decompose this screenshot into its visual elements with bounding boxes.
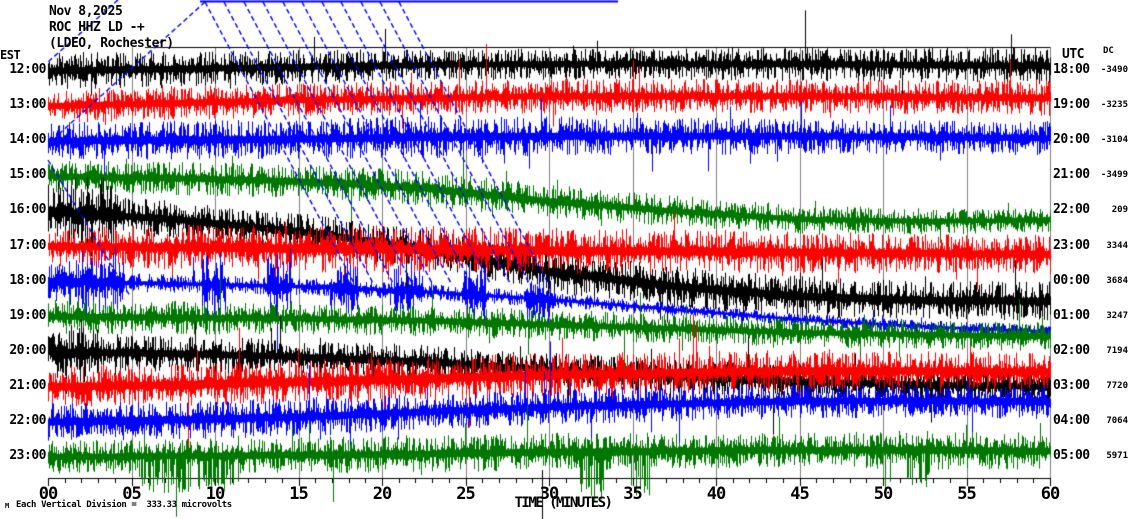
x-axis-title: TIME (MINUTES)	[514, 495, 613, 511]
utc-time-label: 05:00	[1053, 448, 1090, 464]
corner-mark: M	[5, 502, 10, 510]
dc-value-label: 5971	[1106, 451, 1128, 462]
utc-time-label: 00:00	[1053, 272, 1090, 288]
date-label: Nov 8,2025	[49, 4, 123, 19]
est-time-label: 17:00	[9, 237, 46, 253]
minute-tick-label: 10	[205, 484, 225, 504]
est-time-label: 14:00	[9, 132, 46, 148]
est-time-label: 12:00	[9, 62, 46, 77]
est-time-label: 18:00	[9, 272, 46, 288]
minute-tick-label: 35	[623, 484, 642, 504]
minute-tick-label: 45	[790, 484, 809, 504]
est-time-label: 23:00	[9, 448, 46, 464]
dc-value-label: 7064	[1106, 416, 1128, 426]
est-time-label: 19:00	[9, 307, 46, 323]
minute-tick-label: 15	[289, 484, 308, 504]
utc-time-label: 01:00	[1053, 307, 1090, 323]
utc-time-label: 18:00	[1053, 62, 1090, 77]
minute-tick-label: 40	[706, 484, 726, 504]
dc-value-label: -3499	[1100, 170, 1128, 181]
est-time-label: 22:00	[9, 413, 46, 428]
utc-time-label: 20:00	[1053, 132, 1090, 148]
minute-tick-label: 60	[1040, 484, 1060, 504]
minute-tick-label: 30	[539, 484, 559, 504]
est-time-label: 13:00	[9, 97, 46, 113]
dc-value-label: -3235	[1100, 100, 1128, 111]
minute-tick-label: 00	[38, 484, 58, 504]
utc-time-label: 04:00	[1053, 413, 1090, 428]
dc-value-label: 7194	[1106, 345, 1128, 356]
dc-value-label: 3344	[1106, 240, 1128, 251]
est-time-label: 21:00	[9, 377, 46, 393]
dc-column-header: DC	[1103, 46, 1114, 56]
vertical-scale-note: Each Vertical Division = 333.33 microvol…	[16, 500, 232, 510]
dc-value-label: 3247	[1106, 310, 1128, 321]
right-timezone-label: UTC	[1062, 47, 1084, 62]
est-time-label: 16:00	[9, 202, 46, 218]
utc-time-label: 22:00	[1053, 202, 1090, 218]
dc-value-label: 7720	[1106, 380, 1128, 391]
minute-tick-label: 05	[122, 484, 141, 504]
utc-time-label: 23:00	[1053, 237, 1090, 253]
est-time-label: 15:00	[9, 167, 46, 183]
utc-time-label: 03:00	[1053, 377, 1090, 393]
minute-tick-label: 55	[957, 484, 976, 504]
utc-time-label: 21:00	[1053, 167, 1090, 183]
est-time-label: 20:00	[9, 342, 46, 358]
dc-value-label: 209	[1111, 205, 1128, 216]
minute-tick-label: 20	[372, 484, 392, 504]
dc-value-label: 3684	[1106, 275, 1128, 286]
minute-tick-label: 50	[873, 484, 893, 504]
minute-tick-label: 25	[456, 484, 475, 504]
dc-value-label: -3490	[1100, 65, 1128, 75]
left-timezone-label: EST	[0, 48, 21, 62]
dc-value-label: -3104	[1100, 135, 1128, 146]
utc-time-label: 02:00	[1053, 342, 1090, 358]
utc-time-label: 19:00	[1053, 97, 1090, 113]
network-site-label: (LDEO, Rochester)	[49, 36, 174, 51]
station-label: ROC HHZ LD -+	[49, 20, 145, 35]
